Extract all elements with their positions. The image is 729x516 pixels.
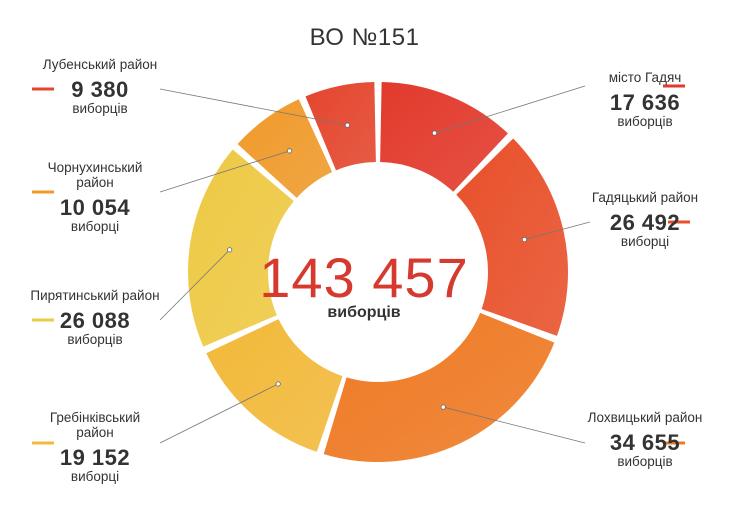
chart-title: ВО №151 [309, 24, 420, 51]
leader-line [159, 88, 348, 126]
slice-unit: виборців [617, 454, 673, 469]
label-pyriatyn-district: Пирятинський район 26 088 виборців [30, 288, 160, 347]
slice-value: 10 054 [59, 195, 131, 220]
label-hrebinka-district: Гребінківський район 19 152 виборці [30, 410, 160, 484]
leader-dot [286, 148, 293, 154]
slice-unit: виборців [72, 101, 128, 116]
slice-name: Гребінківський район [49, 410, 141, 440]
slice-name: місто Гадяч [608, 70, 682, 85]
slice-unit: виборці [620, 234, 670, 249]
leader-line [159, 150, 290, 193]
slice-name: Лубенський район [42, 57, 158, 72]
slice-value: 17 636 [609, 90, 681, 115]
slice-unit: виборців [67, 332, 123, 347]
leader-dot [275, 381, 281, 387]
leader-dot [521, 236, 528, 243]
leader-line [434, 85, 586, 134]
donut-slice [187, 149, 294, 347]
leader-dot [344, 122, 351, 128]
slice-value: 19 152 [59, 445, 131, 470]
donut-slice [380, 82, 508, 192]
leader-dot [440, 404, 446, 410]
label-lokhvytsia-district: Лохвицький район 34 655 виборців [585, 410, 705, 469]
leader-line [159, 249, 230, 321]
donut-slice [305, 82, 376, 171]
leader-line [159, 383, 279, 444]
donut-slice [456, 138, 568, 336]
leader-dot [431, 130, 438, 136]
slice-value: 34 655 [609, 430, 681, 455]
label-lubny-district: Лубенський район 9 380 виборців [40, 57, 160, 116]
slice-unit: виборці [70, 469, 120, 484]
label-chornukhy-district: Чорнухинський район 10 054 виборці [30, 160, 160, 234]
label-hadiach-city: місто Гадяч 17 636 виборців [585, 70, 705, 129]
slice-name: Чорнухинський район [47, 160, 143, 190]
slice-name: Гадяцький район [591, 190, 699, 205]
slice-value: 26 088 [59, 308, 131, 333]
leader-line [524, 221, 591, 240]
leader-dot [227, 247, 233, 253]
slice-value: 9 380 [71, 77, 129, 102]
slice-unit: виборці [70, 219, 120, 234]
donut-slice [323, 312, 555, 463]
total-unit: виборців [327, 304, 401, 321]
slice-unit: виборців [617, 114, 673, 129]
slice-name: Пирятинський район [30, 288, 160, 303]
slice-name: Лохвицький район [587, 410, 703, 425]
donut-slice [237, 99, 333, 198]
leader-line [443, 406, 586, 444]
total-value: 143 457 [259, 246, 469, 309]
slice-value: 26 492 [609, 210, 681, 235]
label-hadiach-district: Гадяцький район 26 492 виборці [590, 190, 700, 249]
